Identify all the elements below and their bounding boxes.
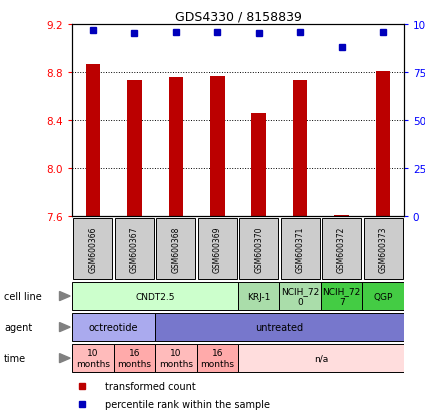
- Text: NCIH_72
0: NCIH_72 0: [281, 287, 319, 306]
- Text: cell line: cell line: [4, 291, 42, 301]
- Bar: [198, 218, 237, 280]
- Bar: [239, 218, 278, 280]
- Bar: [86, 64, 100, 217]
- Text: 16
months: 16 months: [200, 349, 234, 368]
- Bar: [155, 344, 196, 373]
- Bar: [113, 344, 155, 373]
- Text: GSM600372: GSM600372: [337, 225, 346, 272]
- Text: GSM600369: GSM600369: [213, 225, 222, 272]
- Bar: [115, 218, 154, 280]
- Text: GSM600368: GSM600368: [171, 225, 180, 272]
- Text: n/a: n/a: [314, 354, 328, 363]
- Bar: [155, 313, 404, 342]
- Text: time: time: [4, 353, 26, 363]
- Bar: [321, 282, 362, 311]
- Text: NCIH_72
7: NCIH_72 7: [323, 287, 361, 306]
- Bar: [252, 114, 266, 217]
- Bar: [196, 344, 238, 373]
- Text: KRJ-1: KRJ-1: [247, 292, 270, 301]
- Bar: [280, 282, 321, 311]
- Text: GSM600366: GSM600366: [88, 225, 97, 272]
- Bar: [127, 81, 142, 217]
- Bar: [72, 344, 113, 373]
- Text: percentile rank within the sample: percentile rank within the sample: [105, 399, 270, 409]
- Text: transformed count: transformed count: [105, 381, 196, 391]
- Bar: [238, 344, 404, 373]
- Bar: [334, 216, 349, 217]
- Bar: [169, 78, 183, 217]
- Bar: [322, 218, 361, 280]
- Bar: [362, 282, 404, 311]
- Bar: [376, 71, 390, 217]
- Text: GSM600373: GSM600373: [379, 225, 388, 272]
- Text: agent: agent: [4, 322, 32, 332]
- Text: octreotide: octreotide: [89, 322, 139, 332]
- Text: GSM600367: GSM600367: [130, 225, 139, 272]
- Bar: [363, 218, 402, 280]
- Bar: [72, 313, 155, 342]
- Text: GSM600371: GSM600371: [296, 225, 305, 272]
- Text: CNDT2.5: CNDT2.5: [136, 292, 175, 301]
- Bar: [72, 282, 238, 311]
- Bar: [293, 81, 307, 217]
- Bar: [210, 76, 224, 217]
- Bar: [280, 218, 320, 280]
- Text: untreated: untreated: [255, 322, 303, 332]
- Text: 10
months: 10 months: [159, 349, 193, 368]
- Bar: [74, 218, 113, 280]
- Bar: [238, 282, 280, 311]
- Text: QGP: QGP: [373, 292, 393, 301]
- Bar: [156, 218, 196, 280]
- Text: GSM600370: GSM600370: [254, 225, 263, 272]
- Text: 10
months: 10 months: [76, 349, 110, 368]
- Text: 16
months: 16 months: [117, 349, 151, 368]
- Title: GDS4330 / 8158839: GDS4330 / 8158839: [175, 11, 301, 24]
